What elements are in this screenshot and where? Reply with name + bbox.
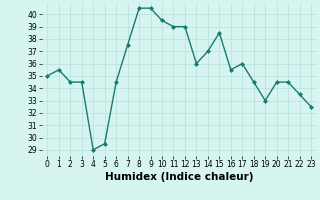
X-axis label: Humidex (Indice chaleur): Humidex (Indice chaleur)	[105, 172, 253, 182]
